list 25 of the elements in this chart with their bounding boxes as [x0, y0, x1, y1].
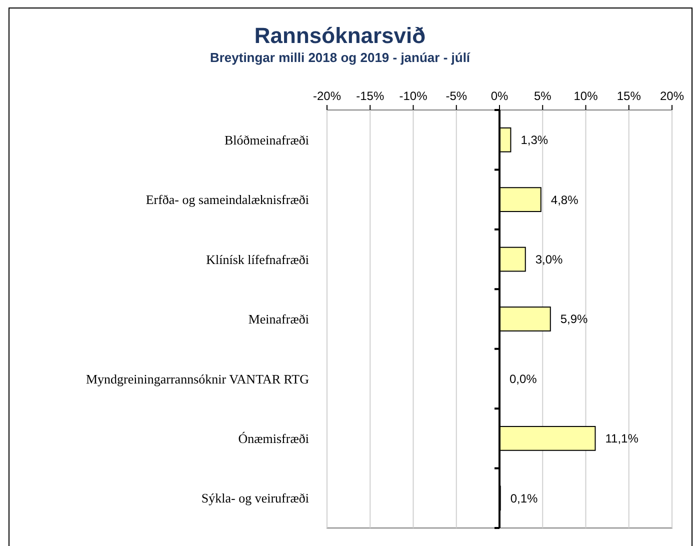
data-label: 3,0%: [535, 252, 564, 266]
x-tick-label: 15%: [616, 89, 642, 103]
data-label: 0,1%: [510, 491, 538, 506]
data-label: 5,9%: [560, 312, 588, 326]
x-tick-label: 5%: [534, 89, 552, 103]
x-tick-label: 10%: [574, 89, 598, 103]
x-tick-label: -5%: [446, 89, 468, 103]
x-tick-label: -20%: [312, 89, 342, 103]
y-tick-label: Blóðmeinafræði: [224, 132, 310, 148]
x-tick-label: -15%: [356, 89, 384, 103]
x-tick-label: 0%: [490, 89, 508, 103]
y-tick-label: Ónæmisfræði: [238, 430, 310, 446]
data-label: 11,1%: [605, 432, 639, 446]
x-tick-label: 20%: [660, 89, 684, 103]
y-tick-label: Erfða- og sameindalæknisfræði: [146, 192, 310, 208]
chart-title: Rannsóknarsvið: [254, 23, 426, 48]
y-tick-label: Klínísk lífefnafræði: [206, 252, 310, 267]
data-label: 4,8%: [550, 192, 579, 207]
x-tick-label: -10%: [399, 89, 428, 103]
y-tick-label: Myndgreiningarrannsóknir VANTAR RTG: [86, 371, 309, 386]
data-label: 0,0%: [510, 372, 538, 386]
y-tick-label: Sýkla- og veirufræði: [201, 490, 310, 506]
y-tick-label: Meinafræði: [248, 312, 310, 327]
chart-subtitle: Breytingar milli 2018 og 2019 - janúar - júlí: [210, 50, 470, 65]
data-label: 1,3%: [520, 133, 548, 148]
